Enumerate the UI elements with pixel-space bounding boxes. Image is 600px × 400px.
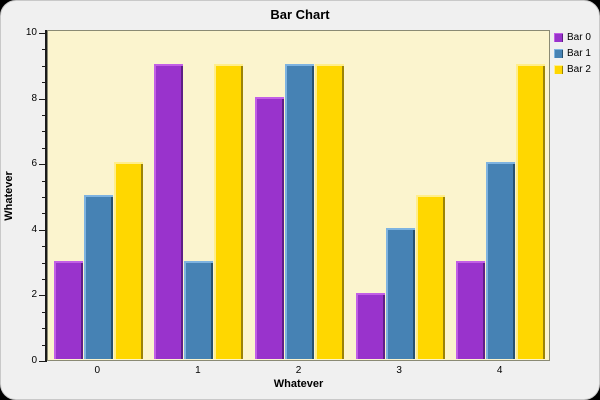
x-category-label-0: 0 [94, 365, 101, 376]
y-minor-tick [42, 82, 46, 84]
bar-bar0-cat4 [456, 260, 486, 359]
bar-group-1 [154, 63, 244, 359]
legend-label: Bar 1 [567, 47, 591, 59]
y-minor-tick [42, 65, 46, 67]
bar-bar1-cat4 [486, 162, 516, 359]
bar-bar2-cat3 [415, 195, 445, 359]
legend-swatch-icon [554, 64, 563, 74]
legend-label: Bar 2 [567, 63, 591, 75]
y-major-tick [39, 361, 46, 362]
y-major-tick [39, 229, 46, 231]
y-tick-label-2: 2 [31, 289, 37, 301]
y-minor-tick [42, 279, 46, 280]
y-minor-tick [42, 197, 46, 198]
y-axis-line [45, 30, 47, 362]
bar-bar2-cat1 [214, 63, 244, 359]
y-major-tick [39, 295, 46, 297]
bar-bar0-cat3 [355, 293, 385, 359]
bar-group-2 [255, 63, 344, 359]
bar-bar1-cat0 [83, 195, 113, 359]
legend-swatch-icon [554, 48, 563, 58]
y-minor-tick [42, 344, 46, 346]
x-category-label-2: 2 [295, 365, 302, 376]
y-minor-tick [42, 213, 46, 215]
y-axis-title: Whatever [3, 171, 15, 221]
legend-item-bar1: Bar 1 [554, 45, 591, 61]
y-tick-label-4: 4 [31, 223, 37, 235]
y-major-tick [39, 33, 46, 34]
y-minor-tick [42, 180, 46, 182]
y-minor-tick [42, 115, 46, 116]
bar-bar0-cat1 [154, 63, 184, 359]
y-tick-label-6: 6 [31, 158, 37, 170]
y-minor-tick [42, 131, 46, 133]
y-minor-tick [42, 311, 46, 313]
bar-bar1-cat1 [184, 260, 214, 359]
bar-group-4 [456, 63, 546, 359]
y-tick-label-10: 10 [25, 27, 37, 38]
y-major-tick [39, 164, 46, 166]
bar-bar2-cat2 [315, 63, 344, 359]
bar-bar0-cat0 [53, 260, 83, 359]
legend: Bar 0 Bar 1 Bar 2 [554, 29, 591, 77]
bar-bar0-cat2 [255, 96, 284, 359]
y-minor-tick [42, 262, 46, 264]
plot-area [47, 30, 550, 361]
y-minor-tick [42, 246, 46, 248]
legend-item-bar2: Bar 2 [554, 61, 591, 77]
bar-group-3 [355, 195, 445, 359]
x-axis-title: Whatever [273, 378, 324, 390]
x-category-label-3: 3 [396, 365, 402, 376]
bar-bar2-cat4 [516, 63, 546, 359]
x-category-label-4: 4 [496, 365, 503, 376]
y-minor-tick [42, 147, 46, 149]
legend-swatch-icon [554, 32, 563, 42]
legend-item-bar0: Bar 0 [554, 29, 591, 45]
bar-bar1-cat2 [285, 63, 314, 359]
y-major-tick [39, 98, 46, 100]
y-tick-label-0: 0 [31, 355, 37, 366]
y-tick-label-8: 8 [31, 92, 37, 104]
y-minor-tick [42, 328, 46, 330]
legend-label: Bar 0 [567, 31, 591, 43]
bar-bar2-cat0 [113, 162, 143, 359]
y-minor-tick [42, 49, 46, 51]
x-category-label-1: 1 [195, 365, 201, 376]
bar-group-0 [53, 162, 143, 359]
chart-title: Bar Chart [270, 7, 330, 22]
bar-bar1-cat3 [385, 227, 415, 359]
